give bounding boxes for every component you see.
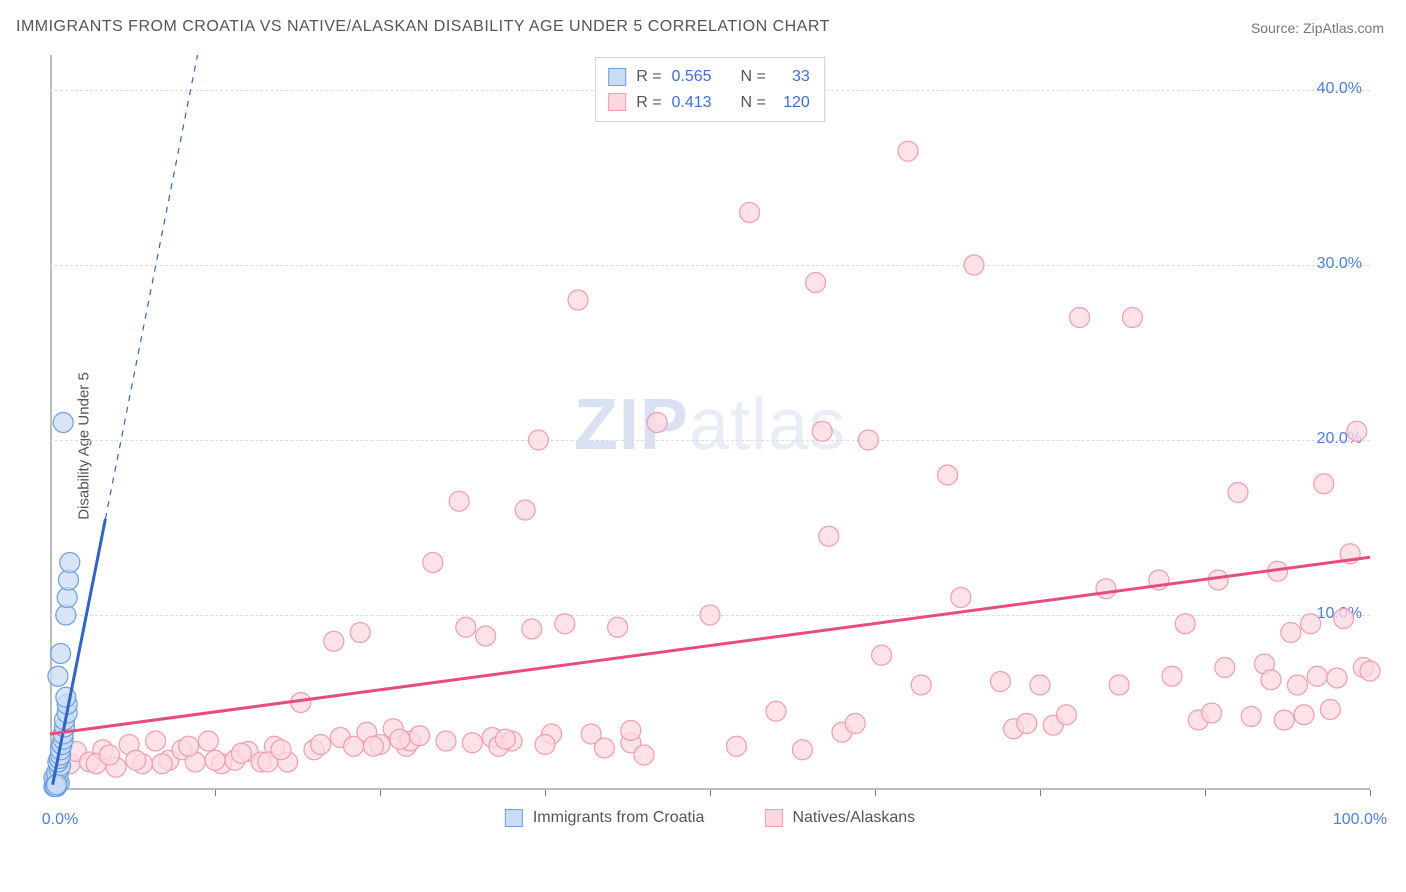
n-value-croatia: 33 xyxy=(776,64,810,90)
legend-item-natives: Natives/Alaskans xyxy=(764,809,915,827)
stats-row-croatia: R = 0.565 N = 33 xyxy=(608,64,810,90)
stats-row-natives: R = 0.413 N = 120 xyxy=(608,90,810,116)
legend-swatch-croatia xyxy=(505,809,523,827)
chart-title: IMMIGRANTS FROM CROATIA VS NATIVE/ALASKA… xyxy=(16,18,830,36)
source-link[interactable]: ZipAtlas.com xyxy=(1303,20,1384,36)
scatter-svg xyxy=(50,55,1370,825)
n-value-natives: 120 xyxy=(776,90,810,116)
swatch-croatia xyxy=(608,68,626,86)
legend-item-croatia: Immigrants from Croatia xyxy=(505,809,705,827)
r-label: R = xyxy=(636,90,661,116)
source-prefix: Source: xyxy=(1251,20,1303,36)
legend-label-croatia: Immigrants from Croatia xyxy=(533,809,705,827)
x-max-tick: 100.0% xyxy=(1333,811,1387,829)
x-origin-tick: 0.0% xyxy=(42,811,78,829)
r-value-natives: 0.413 xyxy=(672,90,712,116)
x-tick-mark xyxy=(1370,790,1371,796)
n-label: N = xyxy=(740,64,765,90)
r-value-croatia: 0.565 xyxy=(672,64,712,90)
swatch-natives xyxy=(608,93,626,111)
series-legend: Immigrants from Croatia Natives/Alaskans xyxy=(505,809,915,827)
plot-area: ZIPatlas 10.0%20.0%30.0%40.0% R = 0.565 … xyxy=(50,55,1370,825)
source-credit: Source: ZipAtlas.com xyxy=(1251,20,1384,36)
legend-label-natives: Natives/Alaskans xyxy=(792,809,915,827)
n-label: N = xyxy=(740,90,765,116)
r-label: R = xyxy=(636,64,661,90)
stats-legend: R = 0.565 N = 33 R = 0.413 N = 120 xyxy=(595,57,825,122)
legend-swatch-natives xyxy=(764,809,782,827)
